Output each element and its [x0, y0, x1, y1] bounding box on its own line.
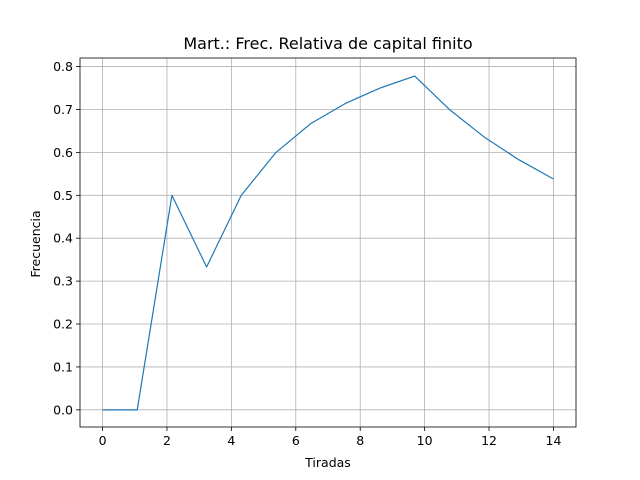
grid: [80, 58, 576, 427]
x-tick-label: 4: [227, 433, 235, 448]
x-tick-label: 10: [417, 433, 433, 448]
x-tick-label: 12: [481, 433, 497, 448]
x-tick-label: 8: [356, 433, 364, 448]
plot-frame: [79, 57, 577, 428]
y-axis-label: Frecuencia: [28, 210, 43, 277]
y-tick-label: 0.4: [53, 231, 73, 246]
chart-title: Mart.: Frec. Relativa de capital finito: [183, 34, 472, 53]
x-tick-label: 0: [99, 433, 107, 448]
y-tick-label: 0.7: [53, 102, 73, 117]
y-tick-label: 0.5: [53, 188, 73, 203]
series-layer: [102, 75, 554, 411]
y-tick-label: 0.2: [53, 317, 73, 332]
y-tick-label: 0.8: [53, 59, 73, 74]
y-tick-label: 0.1: [53, 359, 73, 374]
y-tick-label: 0.6: [53, 145, 73, 160]
x-tick-label: 6: [292, 433, 300, 448]
y-tick-label: 0.3: [53, 274, 73, 289]
x-tick-label: 14: [546, 433, 562, 448]
axis-ticks: 0 2 4 6 8 10 12 14 0.0 0.1 0.2 0.3 0.4 0.5 0.6 0.7 0.8: [53, 59, 561, 448]
x-axis-label: Tiradas: [304, 455, 351, 470]
series-line: [102, 75, 554, 411]
y-tick-label: 0.0: [53, 402, 73, 417]
x-tick-label: 2: [163, 433, 171, 448]
